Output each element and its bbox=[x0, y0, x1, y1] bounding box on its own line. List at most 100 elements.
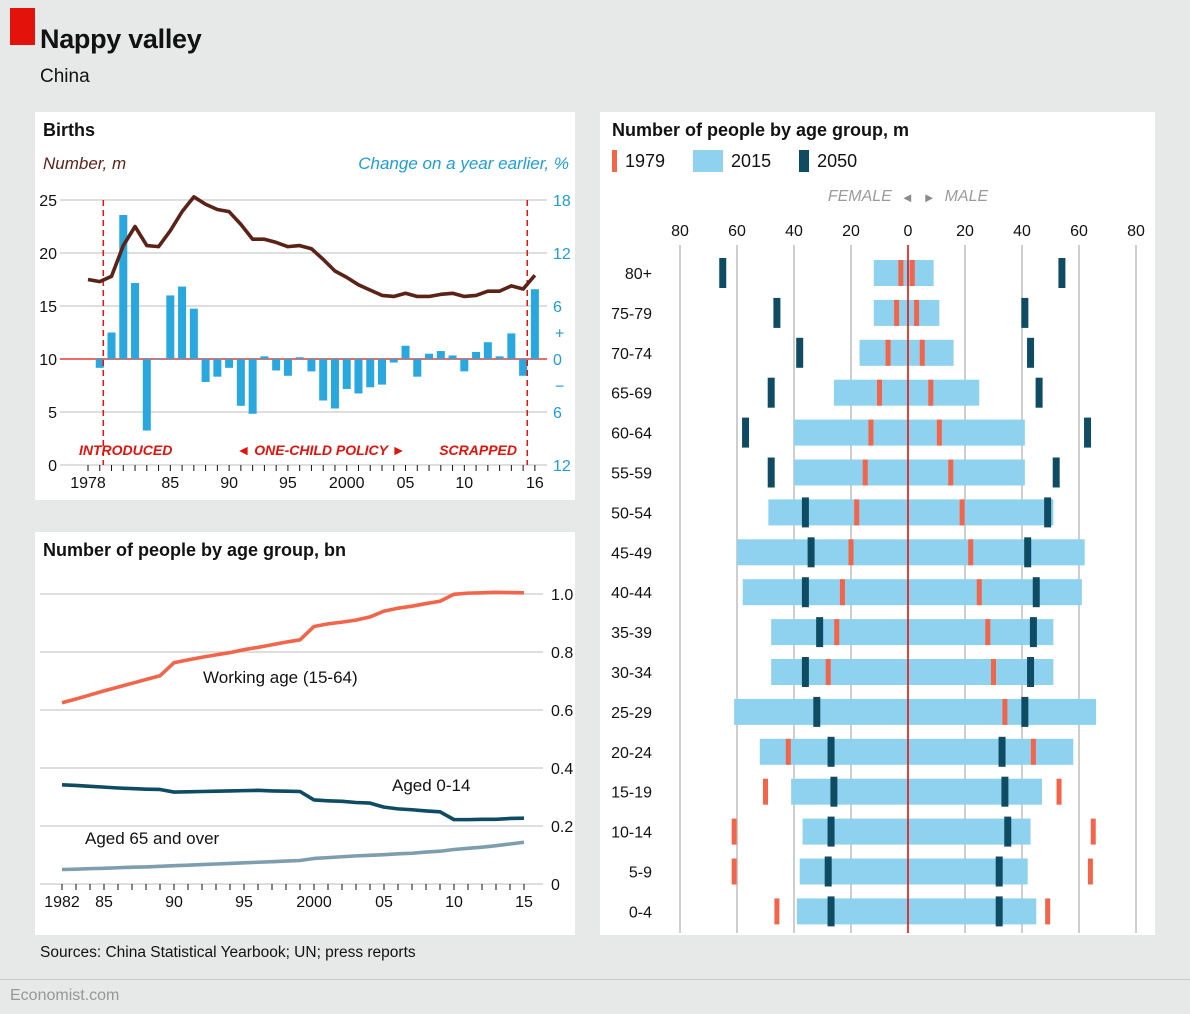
svg-text:0: 0 bbox=[553, 352, 562, 369]
policy-scrapped-label: SCRAPPED bbox=[439, 442, 517, 458]
pyramid-chart: 80 60 40 20 0 20 40 60 80 80+ 75-79 70-74 65-69 60-64… bbox=[611, 223, 1145, 933]
change-bar-2004 bbox=[389, 359, 398, 363]
legend-1979-swatch-icon bbox=[612, 150, 617, 172]
tick-2050-male-10-14 bbox=[1004, 816, 1012, 847]
tick-1979-female-20-24 bbox=[785, 738, 791, 765]
female-label: FEMALE bbox=[827, 188, 892, 205]
tick-2050-male-75-79 bbox=[1021, 297, 1029, 328]
bar-2015-male-10-14 bbox=[908, 818, 1031, 845]
svg-text:1978: 1978 bbox=[70, 475, 106, 492]
tick-2050-male-55-59 bbox=[1052, 457, 1060, 488]
tick-1979-female-70-74 bbox=[885, 339, 891, 366]
svg-text:85: 85 bbox=[161, 475, 179, 492]
svg-text:20: 20 bbox=[956, 223, 974, 240]
svg-text:0: 0 bbox=[551, 877, 560, 894]
svg-text:45-49: 45-49 bbox=[611, 545, 652, 562]
bar-2015-male-5-9 bbox=[908, 858, 1028, 885]
tick-1979-female-55-59 bbox=[862, 459, 868, 486]
change-bar-1998 bbox=[319, 359, 328, 401]
change-bar-1989 bbox=[213, 359, 222, 377]
svg-text:05: 05 bbox=[375, 894, 393, 911]
change-bar-1996 bbox=[295, 357, 304, 359]
change-bar-1990 bbox=[225, 359, 234, 368]
svg-text:10: 10 bbox=[39, 352, 57, 369]
tick-1979-male-10-14 bbox=[1090, 818, 1096, 845]
tick-1979-female-75-79 bbox=[894, 299, 900, 326]
tick-1979-female-80+ bbox=[898, 260, 904, 286]
change-bar-2016 bbox=[530, 289, 539, 359]
bar-2015-female-70-74 bbox=[859, 339, 908, 366]
svg-text:0: 0 bbox=[904, 223, 913, 240]
sources-text: Sources: China Statistical Yearbook; UN;… bbox=[40, 944, 416, 961]
bar-2015-female-75-79 bbox=[873, 299, 908, 326]
tick-1979-male-75-79 bbox=[914, 299, 920, 326]
tick-1979-female-35-39 bbox=[834, 619, 840, 646]
tick-2050-female-75-79 bbox=[773, 297, 781, 328]
svg-text:35-39: 35-39 bbox=[611, 625, 652, 642]
change-bar-1984 bbox=[154, 359, 163, 360]
page-subtitle: China bbox=[40, 66, 90, 87]
svg-text:60-64: 60-64 bbox=[611, 426, 652, 443]
change-bar-2014 bbox=[507, 333, 516, 359]
change-bar-2010 bbox=[460, 359, 469, 372]
tick-2050-female-15-19 bbox=[830, 776, 838, 807]
tick-1979-male-70-74 bbox=[919, 339, 925, 366]
svg-text:95: 95 bbox=[279, 475, 297, 492]
change-bar-2006 bbox=[413, 359, 422, 377]
one-child-policy-label: ◄ ONE-CHILD POLICY ► bbox=[236, 442, 406, 458]
svg-text:05: 05 bbox=[397, 475, 415, 492]
change-bar-1988 bbox=[201, 359, 210, 382]
change-bar-1995 bbox=[283, 359, 292, 376]
bar-2015-male-75-79 bbox=[908, 299, 940, 326]
svg-text:70-74: 70-74 bbox=[611, 346, 652, 363]
svg-text:80+: 80+ bbox=[625, 266, 652, 283]
legend-2050-label: 2050 bbox=[817, 150, 858, 171]
tick-2050-male-50-54 bbox=[1044, 497, 1052, 528]
change-bar-1982 bbox=[131, 283, 140, 359]
bar-2015-female-35-39 bbox=[771, 619, 908, 646]
svg-text:6: 6 bbox=[553, 299, 562, 316]
tick-2050-female-40-44 bbox=[801, 577, 809, 608]
pyramid-legend: 1979 2015 2050 bbox=[612, 150, 857, 172]
svg-text:5: 5 bbox=[48, 405, 57, 422]
svg-text:90: 90 bbox=[220, 475, 238, 492]
svg-text:16: 16 bbox=[526, 475, 544, 492]
tick-1979-male-60-64 bbox=[936, 419, 942, 446]
births-panel: 25 20 15 10 5 0 18 12 6 0 6 12 + − 1978 85 90 95 2000 05 10 1… bbox=[35, 112, 575, 500]
tick-2050-female-65-69 bbox=[767, 377, 775, 408]
svg-text:80: 80 bbox=[1127, 223, 1145, 240]
svg-text:30-34: 30-34 bbox=[611, 665, 652, 682]
svg-text:0-4: 0-4 bbox=[629, 904, 652, 921]
svg-text:20: 20 bbox=[39, 246, 57, 263]
series-line-aged014_line bbox=[61, 783, 525, 822]
change-bar-2001 bbox=[354, 359, 363, 394]
bar-2015-female-25-29 bbox=[734, 698, 908, 725]
tick-2050-male-45-49 bbox=[1024, 537, 1032, 568]
change-bar-2005 bbox=[401, 345, 410, 359]
tick-1979-female-45-49 bbox=[848, 539, 854, 566]
bar-2015-female-30-34 bbox=[771, 659, 908, 685]
tick-1979-female-10-14 bbox=[731, 818, 737, 845]
svg-text:10: 10 bbox=[445, 894, 463, 911]
tick-2050-male-0-4 bbox=[995, 896, 1003, 927]
female-arrow-icon: ◄ bbox=[900, 189, 914, 205]
tick-2050-female-35-39 bbox=[816, 617, 824, 648]
tick-2050-female-60-64 bbox=[742, 417, 750, 448]
tick-2050-male-35-39 bbox=[1029, 617, 1037, 648]
tick-2050-female-55-59 bbox=[767, 457, 775, 488]
tick-1979-male-20-24 bbox=[1030, 738, 1036, 765]
svg-text:12: 12 bbox=[553, 458, 571, 475]
svg-text:2000: 2000 bbox=[329, 475, 365, 492]
tick-1979-female-50-54 bbox=[854, 499, 860, 526]
series-line-working_line bbox=[61, 590, 525, 705]
bar-2015-male-65-69 bbox=[908, 379, 980, 406]
tick-1979-male-45-49 bbox=[968, 539, 974, 566]
svg-text:18: 18 bbox=[553, 193, 571, 210]
economist-site-link[interactable]: Economist.com bbox=[10, 987, 120, 1004]
pyramid-chart-title: Number of people by age group, m bbox=[612, 120, 910, 140]
change-bar-1985 bbox=[166, 295, 175, 359]
svg-text:25-29: 25-29 bbox=[611, 705, 652, 722]
aged-0-14-series-label: Aged 0-14 bbox=[392, 776, 471, 795]
svg-text:90: 90 bbox=[165, 894, 183, 911]
tick-2050-female-80+ bbox=[719, 258, 727, 288]
